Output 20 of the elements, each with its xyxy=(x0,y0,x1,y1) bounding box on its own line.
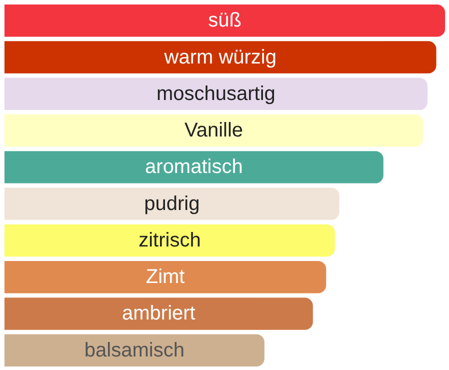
y-tick-label: süß xyxy=(208,10,242,32)
bar xyxy=(4,334,264,366)
bar xyxy=(4,188,340,220)
bar xyxy=(4,41,436,74)
y-tick-label: zitrisch xyxy=(138,229,201,252)
y-tick-label: Vanille xyxy=(184,120,244,142)
y-tick-label: balsamisch xyxy=(84,339,184,362)
y-tick-label: pudrig xyxy=(144,192,200,215)
y-tick-label: aromatisch xyxy=(145,156,243,178)
bar xyxy=(4,260,326,294)
bar xyxy=(4,224,335,257)
bar xyxy=(4,78,428,110)
y-tick-label: ambriert xyxy=(122,302,196,325)
bar xyxy=(4,298,313,330)
y-tick-label: warm würzig xyxy=(163,46,277,68)
bar xyxy=(4,151,384,184)
y-tick-label: Zimt xyxy=(146,266,186,288)
y-tick-label: moschusartig xyxy=(156,82,276,105)
bar xyxy=(4,4,446,37)
bar xyxy=(4,114,424,147)
